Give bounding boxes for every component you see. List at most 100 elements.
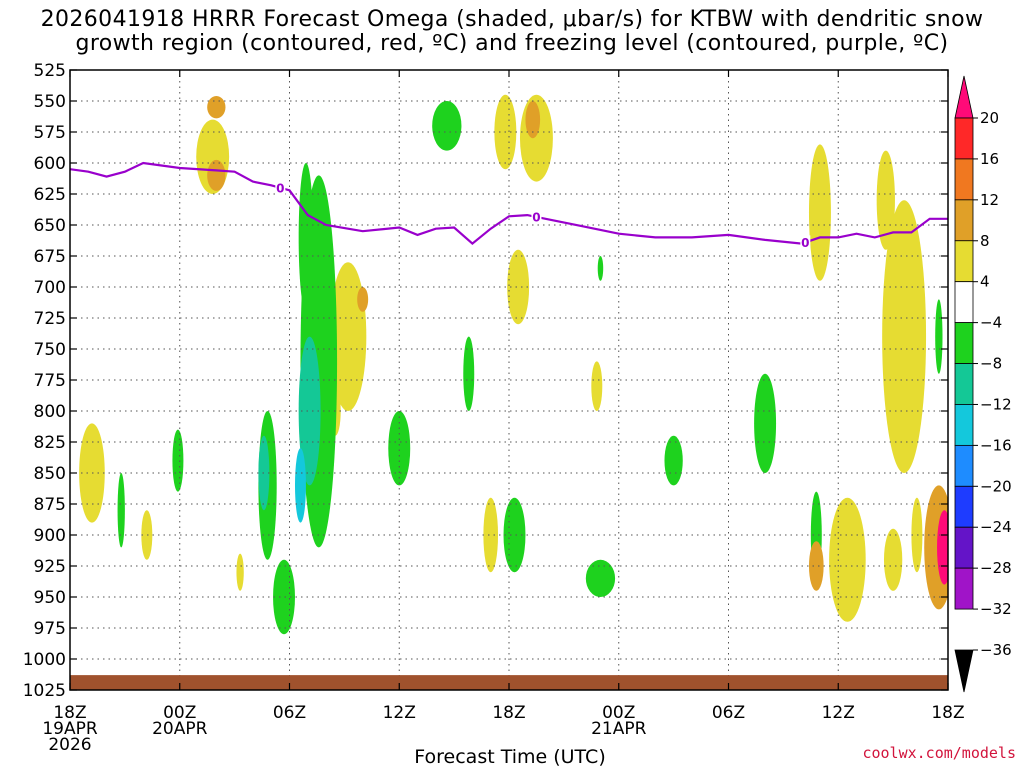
omega-cell bbox=[935, 299, 943, 374]
omega-cell bbox=[664, 435, 683, 486]
omega-cell bbox=[597, 256, 604, 281]
omega-cell bbox=[117, 473, 125, 548]
x-tick-label: 12Z bbox=[383, 703, 416, 723]
colorbar-label: 8 bbox=[980, 232, 990, 250]
omega-cell bbox=[141, 510, 153, 560]
y-tick-label: 750 bbox=[34, 340, 66, 360]
site-credit: coolwx.com/models bbox=[862, 744, 1016, 762]
omega-cell bbox=[388, 411, 411, 486]
y-tick-label: 950 bbox=[34, 588, 66, 608]
colorbar-band bbox=[954, 404, 974, 446]
colorbar-band bbox=[954, 444, 974, 487]
omega-cell bbox=[207, 159, 226, 191]
colorbar-label: −16 bbox=[980, 436, 1012, 454]
colorbar-label: 16 bbox=[980, 150, 999, 168]
freezing-level-label: 0 bbox=[532, 210, 540, 224]
omega-cell bbox=[357, 287, 369, 312]
colorbar-label: 12 bbox=[980, 191, 999, 209]
omega-cell bbox=[911, 497, 923, 573]
omega-cell bbox=[937, 510, 948, 585]
x-tick-label: 00Z bbox=[163, 703, 196, 723]
colorbar-band bbox=[954, 158, 974, 201]
x-tick-label: 12Z bbox=[822, 703, 855, 723]
colorbar-band bbox=[954, 117, 974, 160]
colorbar-band bbox=[954, 526, 974, 569]
omega-cell bbox=[432, 101, 462, 151]
colorbar-label: −32 bbox=[980, 600, 1012, 618]
x-tick-label: 2026 bbox=[48, 735, 91, 755]
colorbar-band bbox=[954, 199, 974, 242]
colorbar-label: −20 bbox=[980, 477, 1012, 495]
omega-cell bbox=[79, 423, 105, 523]
omega-cell bbox=[483, 497, 499, 573]
freezing-label-bg bbox=[275, 180, 286, 195]
y-tick-label: 600 bbox=[34, 154, 66, 174]
omega-cell bbox=[298, 163, 314, 312]
colorbar: 20 16 12 8 4 −4 −8 −12 −16 −20 −24 −28 −32 −36 bbox=[954, 75, 1012, 693]
chart-title-line-1: 2026041918 HRRR Forecast Omega (shaded, … bbox=[40, 7, 984, 32]
omega-cell bbox=[236, 553, 244, 591]
freezing-level-label: 0 bbox=[801, 236, 809, 250]
omega-cell bbox=[808, 541, 824, 591]
omega-cell bbox=[585, 559, 616, 598]
x-tick-label: 06Z bbox=[273, 703, 306, 723]
omega-shading bbox=[79, 94, 948, 635]
chart-title-line-2: growth region (contoured, red, ºC) and f… bbox=[75, 31, 949, 56]
x-tick-label: 18Z bbox=[53, 703, 86, 723]
colorbar-band bbox=[954, 363, 974, 405]
omega-cell bbox=[808, 144, 831, 281]
omega-cell bbox=[883, 528, 903, 591]
omega-cell bbox=[829, 497, 866, 622]
y-tick-label: 525 bbox=[34, 61, 66, 81]
colorbar-label: 20 bbox=[980, 109, 999, 127]
y-tick-label: 875 bbox=[34, 495, 66, 515]
y-tick-label: 700 bbox=[34, 278, 66, 298]
y-tick-label: 675 bbox=[34, 247, 66, 267]
x-tick-label: 06Z bbox=[712, 703, 745, 723]
colorbar-band bbox=[954, 281, 974, 324]
colorbar-top-arrow bbox=[954, 75, 974, 119]
colorbar-band bbox=[954, 567, 974, 610]
omega-cell bbox=[463, 336, 475, 411]
freezing-label-bg bbox=[800, 235, 811, 250]
y-tick-label: 925 bbox=[34, 557, 66, 577]
y-tick-label: 900 bbox=[34, 526, 66, 546]
y-tick-label: 725 bbox=[34, 309, 66, 329]
x-tick-label: 20APR bbox=[152, 719, 208, 739]
x-tick-label: 00Z bbox=[602, 703, 635, 723]
y-tick-label: 650 bbox=[34, 216, 66, 236]
freezing-label-bg bbox=[531, 209, 542, 224]
y-tick-label: 1025 bbox=[23, 681, 66, 701]
y-tick-label: 625 bbox=[34, 185, 66, 205]
x-axis-label: Forecast Time (UTC) bbox=[414, 746, 605, 768]
y-axis: 525 550 575 600 625 650 675 700 725 750 775 800 825 8… bbox=[23, 61, 948, 701]
y-tick-label: 800 bbox=[34, 402, 66, 422]
colorbar-label: 4 bbox=[980, 273, 990, 291]
omega-cell bbox=[273, 559, 295, 635]
omega-cell bbox=[591, 361, 603, 412]
chart-title: 2026041918 HRRR Forecast Omega (shaded, … bbox=[0, 8, 1024, 56]
omega-cell bbox=[882, 200, 927, 473]
omega-cell bbox=[298, 336, 321, 486]
colorbar-band bbox=[954, 485, 974, 528]
omega-cell bbox=[507, 249, 530, 325]
y-tick-label: 825 bbox=[34, 433, 66, 453]
y-tick-label: 575 bbox=[34, 123, 66, 143]
freezing-level-line bbox=[70, 161, 948, 246]
freezing-level-label: 0 bbox=[276, 181, 284, 195]
omega-cell bbox=[754, 373, 777, 473]
omega-cell bbox=[525, 101, 541, 139]
x-tick-label: 18Z bbox=[492, 703, 525, 723]
x-tick-label: 18Z bbox=[931, 703, 964, 723]
omega-cell bbox=[207, 96, 226, 119]
y-tick-label: 975 bbox=[34, 619, 66, 639]
x-tick-label: 19APR bbox=[42, 719, 98, 739]
colorbar-band bbox=[954, 240, 974, 283]
colorbar-label: −28 bbox=[980, 559, 1012, 577]
grid-lines bbox=[70, 70, 948, 690]
colorbar-label: −36 bbox=[980, 641, 1012, 659]
colorbar-label: −8 bbox=[980, 355, 1002, 373]
colorbar-label: −24 bbox=[980, 518, 1012, 536]
colorbar-bottom-arrow bbox=[954, 649, 974, 693]
